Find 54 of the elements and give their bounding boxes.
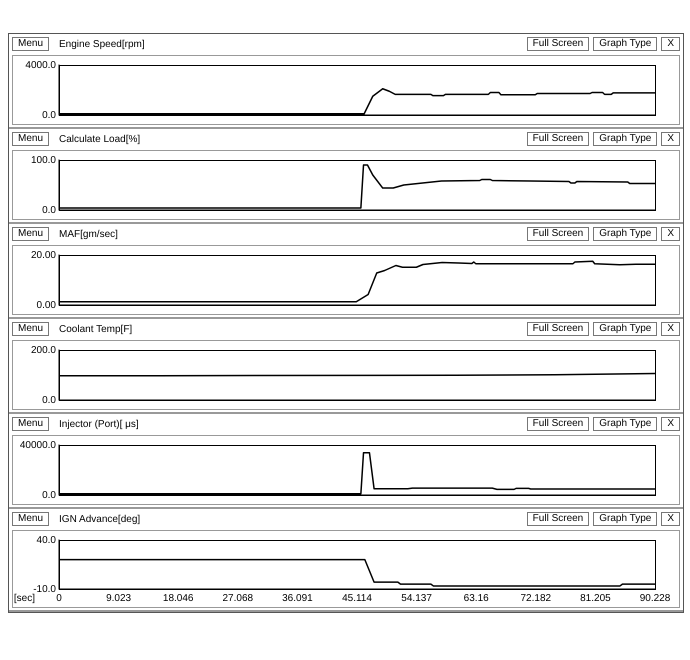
- text: X: [661, 132, 680, 146]
- text: Full Screen: [526, 37, 590, 51]
- text: X: [661, 37, 680, 51]
- text: Full Screen: [526, 512, 590, 526]
- y-tick-label: 0.0: [42, 204, 56, 216]
- y-tick-label: 0.00: [36, 300, 56, 311]
- text: Full Screen: [526, 227, 590, 241]
- chart-title: Injector (Port)[ μs]: [59, 418, 140, 430]
- text: Full Screen: [526, 132, 590, 146]
- chart-title: Calculate Load[%]: [59, 134, 142, 144]
- x-tick-label: 90.228: [640, 592, 671, 604]
- x-tick-label: 27.068: [222, 592, 254, 604]
- y-tick-label: 200.0: [30, 344, 56, 356]
- text: Graph Type: [593, 322, 658, 336]
- text: X: [661, 227, 680, 241]
- y-tick-label: 40000.0: [20, 440, 56, 451]
- y-tick-label: 40.0: [36, 534, 56, 546]
- text: Full Screen: [526, 417, 590, 431]
- text: Menu: [12, 417, 50, 431]
- text: X: [661, 512, 680, 526]
- text: Graph Type: [593, 227, 658, 241]
- text: Menu: [12, 322, 50, 336]
- text: Graph Type: [593, 512, 658, 526]
- chart-title: MAF[gm/sec]: [59, 228, 119, 240]
- x-axis-title: [sec]: [14, 592, 36, 604]
- x-tick-label: 45.114: [342, 592, 372, 604]
- text: Menu: [12, 132, 50, 146]
- x-tick-label: 18.046: [162, 592, 194, 604]
- chart-title: Coolant Temp[F]: [59, 324, 134, 334]
- text: Graph Type: [593, 417, 658, 431]
- text: Graph Type: [593, 37, 658, 51]
- y-tick-label: -10.0: [33, 584, 56, 595]
- x-tick-label: 81.205: [580, 592, 612, 604]
- chart-title: Engine Speed[rpm]: [59, 38, 146, 50]
- text: Menu: [12, 227, 50, 241]
- text: Menu: [12, 37, 50, 51]
- y-tick-label: 0.0: [42, 490, 56, 501]
- y-tick-label: 4000.0: [25, 60, 56, 71]
- x-tick-label: 63.16: [464, 592, 490, 604]
- text: Menu: [12, 512, 50, 526]
- y-tick-label: 100.0: [30, 154, 56, 166]
- y-tick-label: 20.00: [30, 250, 56, 261]
- x-tick-label: 54.137: [401, 592, 432, 604]
- text: X: [661, 322, 680, 336]
- x-tick-label: 36.091: [282, 592, 314, 604]
- text: Graph Type: [593, 132, 658, 146]
- x-tick-label: 9.023: [106, 592, 132, 604]
- text: X: [661, 417, 680, 431]
- x-tick-label: 0: [56, 592, 62, 604]
- x-tick-label: 72.182: [520, 592, 552, 604]
- chart-title: IGN Advance[deg]: [59, 514, 142, 524]
- text: Full Screen: [526, 322, 590, 336]
- y-tick-label: 0.0: [42, 394, 56, 406]
- y-tick-label: 0.0: [42, 110, 56, 121]
